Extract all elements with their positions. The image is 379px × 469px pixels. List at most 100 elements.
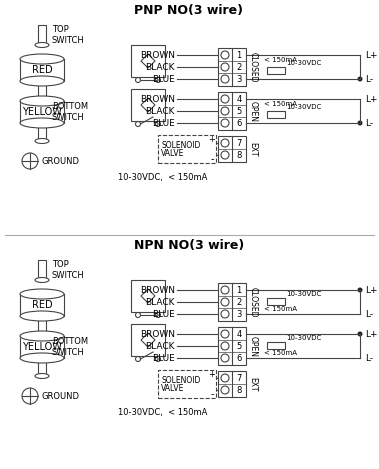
Text: 10-30VDC,  < 150mA: 10-30VDC, < 150mA bbox=[118, 173, 207, 182]
Text: L+: L+ bbox=[365, 330, 377, 339]
Text: OPEN: OPEN bbox=[249, 100, 257, 121]
Circle shape bbox=[357, 287, 362, 293]
Circle shape bbox=[136, 356, 141, 362]
Polygon shape bbox=[141, 333, 155, 347]
Text: L-: L- bbox=[365, 310, 373, 318]
Text: 10-30VDC,  < 150mA: 10-30VDC, < 150mA bbox=[118, 408, 207, 416]
Text: BLUE: BLUE bbox=[152, 119, 175, 128]
Bar bbox=[38, 123, 46, 141]
Text: EXT: EXT bbox=[249, 142, 257, 156]
Bar bbox=[218, 48, 246, 86]
Bar bbox=[38, 358, 46, 376]
Text: 6: 6 bbox=[236, 354, 242, 363]
Ellipse shape bbox=[20, 311, 64, 321]
Bar bbox=[218, 92, 246, 130]
Text: 1: 1 bbox=[236, 51, 242, 60]
Bar bbox=[131, 89, 165, 121]
Bar bbox=[131, 324, 165, 356]
Bar bbox=[20, 101, 64, 123]
Circle shape bbox=[221, 139, 229, 147]
Text: L-: L- bbox=[365, 75, 373, 83]
Text: 4: 4 bbox=[236, 330, 242, 339]
Text: 10-30VDC: 10-30VDC bbox=[286, 291, 321, 297]
Circle shape bbox=[155, 77, 160, 83]
Text: -: - bbox=[210, 154, 214, 164]
Circle shape bbox=[221, 342, 229, 350]
Text: 10-30VDC: 10-30VDC bbox=[286, 335, 321, 341]
Circle shape bbox=[221, 107, 229, 115]
Bar bbox=[131, 45, 165, 77]
Polygon shape bbox=[141, 54, 155, 68]
Circle shape bbox=[221, 63, 229, 71]
Text: CLOSED: CLOSED bbox=[249, 52, 257, 82]
Text: 8: 8 bbox=[236, 151, 242, 159]
Text: BLACK: BLACK bbox=[146, 106, 175, 115]
Circle shape bbox=[22, 153, 38, 169]
Bar bbox=[218, 371, 246, 397]
Circle shape bbox=[155, 356, 160, 362]
Text: < 150mA: < 150mA bbox=[264, 101, 297, 107]
Text: GROUND: GROUND bbox=[42, 157, 80, 166]
Text: BROWN: BROWN bbox=[140, 330, 175, 339]
Ellipse shape bbox=[35, 373, 49, 378]
Circle shape bbox=[155, 312, 160, 318]
Circle shape bbox=[136, 121, 141, 127]
Text: VALVE: VALVE bbox=[161, 384, 184, 393]
Circle shape bbox=[357, 332, 362, 336]
Text: +: + bbox=[208, 135, 215, 144]
Text: L+: L+ bbox=[365, 94, 377, 104]
Text: L+: L+ bbox=[365, 51, 377, 60]
Text: BLACK: BLACK bbox=[146, 297, 175, 307]
Circle shape bbox=[155, 121, 160, 127]
Bar bbox=[38, 316, 46, 334]
Circle shape bbox=[221, 95, 229, 103]
Circle shape bbox=[221, 374, 229, 382]
Circle shape bbox=[221, 298, 229, 306]
Text: VALVE: VALVE bbox=[161, 149, 184, 158]
Bar bbox=[267, 297, 285, 304]
Ellipse shape bbox=[20, 331, 64, 341]
Bar bbox=[20, 294, 64, 316]
Text: 10-30VDC: 10-30VDC bbox=[286, 60, 321, 66]
Text: 8: 8 bbox=[236, 386, 242, 394]
Text: BROWN: BROWN bbox=[140, 286, 175, 295]
Text: RED: RED bbox=[32, 65, 52, 75]
Circle shape bbox=[22, 388, 38, 404]
Circle shape bbox=[221, 330, 229, 338]
Text: YELLOW: YELLOW bbox=[22, 107, 62, 117]
Ellipse shape bbox=[20, 289, 64, 299]
Bar bbox=[20, 59, 64, 81]
Text: NPN NO(3 wire): NPN NO(3 wire) bbox=[134, 239, 244, 251]
Text: BLUE: BLUE bbox=[152, 310, 175, 318]
Text: +: + bbox=[208, 370, 215, 378]
Bar bbox=[218, 136, 246, 162]
Circle shape bbox=[136, 77, 141, 83]
Text: TOP
SWITCH: TOP SWITCH bbox=[52, 260, 85, 280]
Bar bbox=[38, 260, 46, 280]
Ellipse shape bbox=[35, 278, 49, 282]
Circle shape bbox=[221, 386, 229, 394]
Text: < 150mA: < 150mA bbox=[264, 306, 297, 312]
Ellipse shape bbox=[20, 54, 64, 64]
Ellipse shape bbox=[20, 96, 64, 106]
Circle shape bbox=[357, 76, 362, 82]
Text: BOTTOM
SWITCH: BOTTOM SWITCH bbox=[52, 102, 88, 122]
Text: BLUE: BLUE bbox=[152, 354, 175, 363]
Text: OPEN: OPEN bbox=[249, 335, 257, 356]
Bar bbox=[218, 327, 246, 365]
Text: 2: 2 bbox=[236, 297, 242, 307]
Text: BLACK: BLACK bbox=[146, 341, 175, 350]
Bar bbox=[38, 25, 46, 45]
Text: GROUND: GROUND bbox=[42, 392, 80, 401]
Ellipse shape bbox=[20, 118, 64, 128]
Text: CLOSED: CLOSED bbox=[249, 287, 257, 317]
Text: BOTTOM
SWITCH: BOTTOM SWITCH bbox=[52, 337, 88, 357]
Text: 7: 7 bbox=[236, 373, 242, 383]
Circle shape bbox=[221, 119, 229, 127]
Text: < 150mA: < 150mA bbox=[264, 350, 297, 356]
Circle shape bbox=[221, 51, 229, 59]
Text: 4: 4 bbox=[236, 94, 242, 104]
Text: 5: 5 bbox=[236, 106, 242, 115]
Circle shape bbox=[357, 121, 362, 126]
Text: 3: 3 bbox=[236, 310, 242, 318]
